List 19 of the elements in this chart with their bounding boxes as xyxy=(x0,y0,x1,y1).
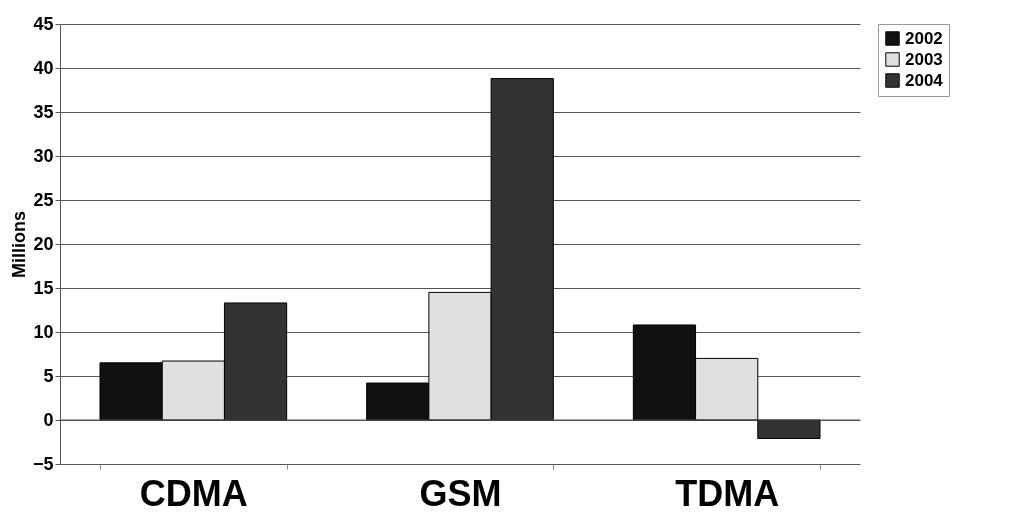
legend-label: 2002 xyxy=(905,28,943,48)
x-tick-label: CDMA xyxy=(139,472,248,514)
y-tick-label: −5 xyxy=(32,453,54,474)
y-tick-label: 45 xyxy=(33,13,54,34)
x-tick-label: GSM xyxy=(419,472,502,514)
legend-label: 2003 xyxy=(905,49,943,69)
y-tick-label: 30 xyxy=(33,145,54,166)
y-tick-label: 0 xyxy=(43,409,54,430)
y-tick-label: 5 xyxy=(43,365,54,386)
y-tick-label: 10 xyxy=(33,321,54,342)
y-tick-label: 35 xyxy=(33,101,54,122)
y-axis-title: Millions xyxy=(8,211,29,278)
bar xyxy=(757,419,821,439)
legend-label: 2004 xyxy=(905,70,944,90)
y-tick-label: 20 xyxy=(33,233,54,254)
y-tick-label: 40 xyxy=(33,57,54,78)
y-tick-label: 25 xyxy=(33,189,54,210)
y-tick-label: 15 xyxy=(33,277,54,298)
x-tick-label: TDMA xyxy=(675,472,780,514)
